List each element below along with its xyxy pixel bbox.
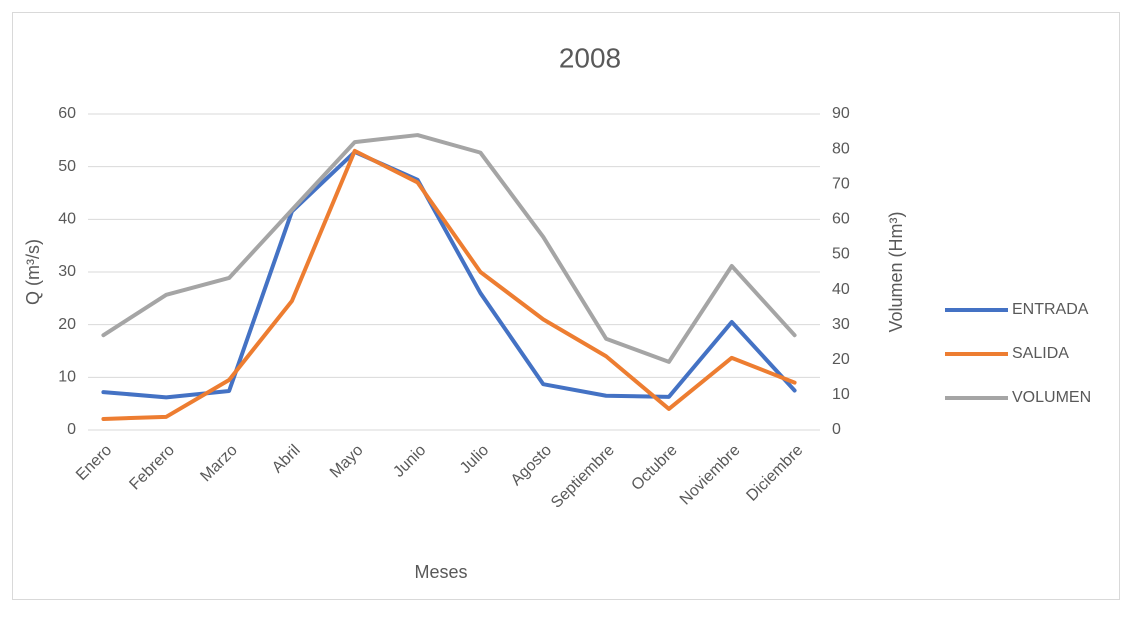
y-axis-label: Q (m³/s) <box>23 239 43 305</box>
y2-tick-label: 20 <box>832 351 850 368</box>
legend-label: SALIDA <box>1012 345 1069 362</box>
y2-axis-label: Volumen (Hm³) <box>886 211 906 332</box>
legend-label: ENTRADA <box>1012 301 1089 318</box>
series-line <box>101 149 797 400</box>
y2-tick-label: 40 <box>832 281 850 298</box>
y2-tick-label: 10 <box>832 386 850 403</box>
y-tick-label: 10 <box>58 369 76 386</box>
y2-tick-label: 60 <box>832 211 850 228</box>
chart-frame <box>12 12 1120 600</box>
y-tick-label: 40 <box>58 211 76 228</box>
y-tick-label: 20 <box>58 316 76 333</box>
legend-label: VOLUMEN <box>1012 389 1091 406</box>
y2-tick-label: 0 <box>832 421 841 438</box>
y2-tick-label: 70 <box>832 175 850 192</box>
y-tick-label: 0 <box>67 421 76 438</box>
y2-tick-label: 50 <box>832 246 850 263</box>
y2-tick-label: 30 <box>832 316 850 333</box>
series-line <box>101 148 797 421</box>
y-tick-label: 30 <box>58 263 76 280</box>
series-line <box>101 133 797 364</box>
y-tick-label: 60 <box>58 105 76 122</box>
x-axis-label: Meses <box>414 562 467 582</box>
y2-tick-label: 80 <box>832 140 850 157</box>
y-tick-label: 50 <box>58 158 76 175</box>
y2-tick-label: 90 <box>832 105 850 122</box>
chart-title: 2008 <box>559 42 621 73</box>
